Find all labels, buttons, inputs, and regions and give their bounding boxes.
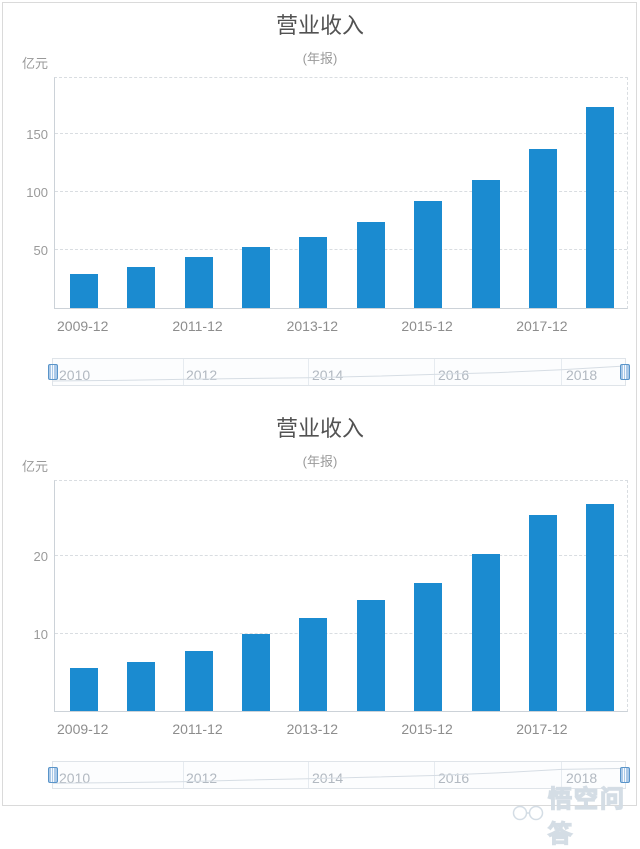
- plot-area: [54, 77, 628, 309]
- bar-2018-12[interactable]: [586, 107, 615, 308]
- bar-2014-12[interactable]: [356, 222, 385, 308]
- slider-separator: [308, 762, 309, 788]
- bar-2010-12[interactable]: [127, 267, 156, 308]
- slider-year-label: 2012: [186, 770, 218, 786]
- gridline: [55, 632, 627, 634]
- datazoom-slider[interactable]: 2010 2012 2014 2016 2018: [48, 358, 630, 386]
- bar-2013-12[interactable]: [299, 237, 328, 308]
- plot-area: [54, 480, 628, 712]
- y-axis-tick-label: 20: [33, 549, 48, 565]
- slider-separator: [561, 359, 562, 385]
- y-axis-tick-label: 50: [33, 243, 48, 258]
- bar-2009-12[interactable]: [69, 668, 98, 711]
- gridline: [55, 555, 627, 557]
- slider-separator: [308, 359, 309, 385]
- x-axis-tick-label: 2013-12: [286, 721, 338, 737]
- bar-2015-12[interactable]: [414, 201, 443, 308]
- gridline: [55, 249, 627, 250]
- chart-title: 营业收入: [275, 13, 364, 38]
- chart-subtitle: (年报): [302, 454, 338, 469]
- x-axis-tick-label: 2011-12: [172, 721, 223, 737]
- slider-data-shadow: [53, 365, 625, 382]
- x-axis-tick-label: 2009-12: [56, 721, 109, 737]
- datazoom-slider[interactable]: 2010 2012 2014 2016 2018: [48, 761, 630, 789]
- bar-2010-12[interactable]: [127, 662, 156, 711]
- x-axis-tick-label: 2017-12: [516, 318, 568, 334]
- y-axis-unit-label: 亿元: [22, 56, 49, 71]
- bar-2016-12[interactable]: [471, 554, 500, 711]
- slider-year-label: 2018: [566, 367, 598, 383]
- bar-2012-12[interactable]: [241, 634, 270, 711]
- bar-2011-12[interactable]: [184, 651, 213, 711]
- bar-2012-12[interactable]: [241, 246, 270, 308]
- revenue-chart-top: 营业收入 (年报) 亿元 2010 2012 2014 2016 2018 50 100 1…: [0, 0, 640, 403]
- y-axis-unit-label: 亿元: [22, 459, 49, 474]
- bar-2017-12[interactable]: [528, 514, 557, 711]
- x-axis-tick-label: 2011-12: [172, 318, 223, 334]
- bar-2017-12[interactable]: [528, 149, 557, 308]
- slider-separator: [434, 359, 435, 385]
- slider-year-label: 2010: [59, 367, 91, 383]
- slider-year-label: 2014: [312, 367, 344, 383]
- y-axis-tick-label: 10: [33, 626, 48, 642]
- revenue-chart-bottom: 营业收入 (年报) 亿元 2010 2012 2014 2016 2018 10 20 20…: [0, 403, 640, 806]
- slider-left-handle[interactable]: [48, 767, 58, 783]
- x-axis-tick-label: 2017-12: [516, 721, 568, 737]
- chart-title: 营业收入: [275, 416, 364, 441]
- slider-year-label: 2016: [438, 367, 470, 383]
- bar-2018-12[interactable]: [586, 503, 615, 711]
- bar-2015-12[interactable]: [414, 582, 443, 711]
- bar-2014-12[interactable]: [356, 600, 385, 711]
- slider-data-shadow: [53, 767, 625, 784]
- slider-separator: [561, 762, 562, 788]
- bar-2009-12[interactable]: [69, 274, 98, 308]
- x-axis-tick-label: 2013-12: [286, 318, 338, 334]
- x-axis-tick-label: 2009-12: [56, 318, 109, 334]
- bar-2011-12[interactable]: [184, 256, 213, 308]
- chart-subtitle: (年报): [302, 51, 338, 66]
- x-axis-tick-label: 2015-12: [401, 721, 453, 737]
- slider-year-label: 2018: [566, 770, 598, 786]
- gridline: [55, 191, 627, 192]
- bar-2016-12[interactable]: [471, 180, 500, 308]
- gridline: [55, 133, 627, 134]
- slider-year-label: 2010: [59, 770, 91, 786]
- slider-separator: [183, 762, 184, 788]
- y-axis-tick-label: 150: [26, 127, 48, 142]
- slider-left-handle[interactable]: [48, 364, 58, 380]
- x-axis-tick-label: 2015-12: [401, 318, 453, 334]
- slider-separator: [183, 359, 184, 385]
- slider-right-handle[interactable]: [620, 767, 630, 783]
- y-axis-tick-label: 100: [26, 185, 48, 200]
- slider-right-handle[interactable]: [620, 364, 630, 380]
- bar-2013-12[interactable]: [299, 618, 328, 711]
